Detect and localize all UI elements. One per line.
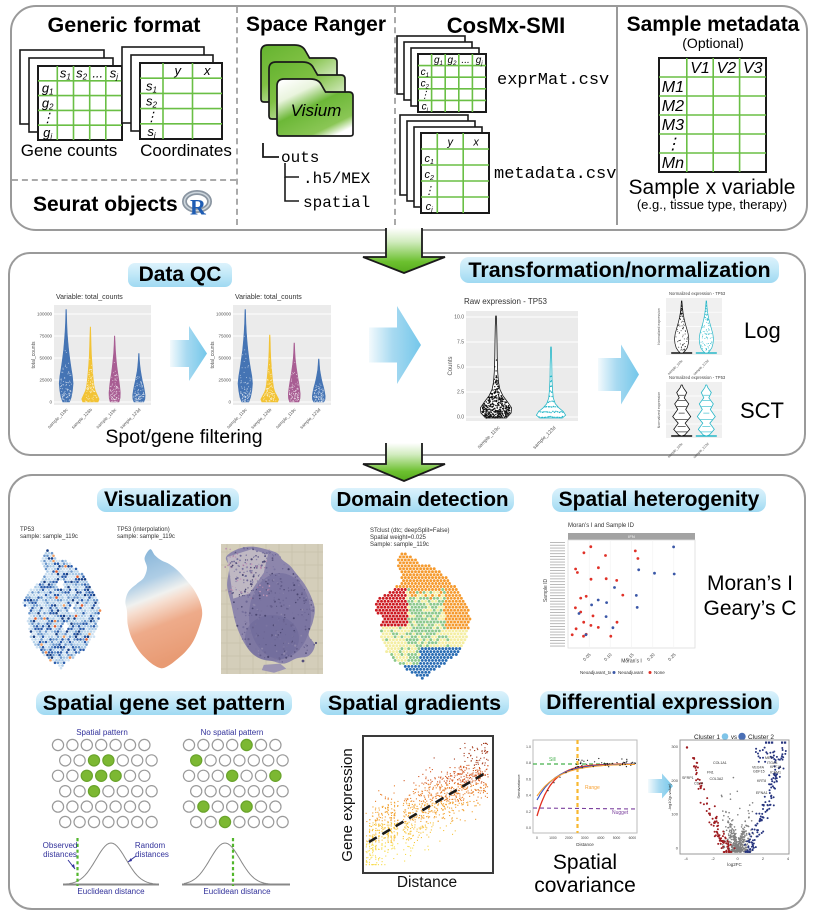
svg-text:Counts: Counts [448,356,454,375]
svg-text:7.5: 7.5 [457,340,464,346]
svg-text:total_counts: total_counts [210,341,216,368]
svg-text:Variable: total_counts: Variable: total_counts [56,294,123,301]
svg-text:2.5: 2.5 [457,390,464,396]
svg-text:total_counts: total_counts [31,341,37,368]
svg-text:c2: c2 [424,169,434,182]
svg-text:75000: 75000 [218,334,231,339]
svg-text:⋮: ⋮ [420,90,430,101]
svg-text:0: 0 [736,856,739,861]
svg-text:M3: M3 [662,117,684,134]
svg-text:x: x [203,63,211,78]
svg-text:...: ... [92,66,103,81]
svg-text:ci: ci [422,102,429,114]
svg-text:100: 100 [671,812,678,817]
svg-text:Visium: Visium [291,101,342,120]
svg-text:⋮: ⋮ [41,110,54,125]
svg-text:s1: s1 [60,66,71,82]
svg-text:V3: V3 [743,60,763,77]
svg-text:-4: -4 [684,856,688,861]
svg-text:0: 0 [49,400,52,405]
svg-text:50000: 50000 [218,356,231,361]
svg-text:-2: -2 [711,856,715,861]
svg-text:y: y [173,63,182,78]
svg-text:s1: s1 [146,78,157,94]
svg-text:200: 200 [671,778,678,783]
svg-text:sj: sj [110,66,119,82]
svg-text:gi: gi [43,125,52,141]
svg-text:y: y [446,136,454,148]
svg-text:V2: V2 [717,60,737,77]
svg-text:V1: V1 [690,60,710,77]
svg-text:-log10(p-value): -log10(p-value) [667,783,672,811]
svg-text:s2: s2 [146,94,158,110]
svg-text:25000: 25000 [218,378,231,383]
svg-text:300: 300 [671,744,678,749]
svg-text:100000: 100000 [37,312,53,317]
svg-text:g1: g1 [42,81,54,97]
svg-text:sj: sj [147,124,156,140]
svg-text:100000: 100000 [216,312,232,317]
svg-text:⋮: ⋮ [665,136,681,153]
svg-text:x: x [472,136,479,148]
svg-text:75000: 75000 [39,334,52,339]
svg-text:5.0: 5.0 [457,365,464,371]
svg-text:R: R [190,195,207,220]
svg-text:0: 0 [228,400,231,405]
svg-text:cj: cj [426,201,434,214]
svg-text:...: ... [461,55,469,66]
svg-text:Raw expression - TP53: Raw expression - TP53 [464,297,548,306]
svg-text:2: 2 [762,856,765,861]
svg-text:c2: c2 [421,78,430,90]
svg-text:10.0: 10.0 [454,315,464,321]
svg-text:Variable: total_counts: Variable: total_counts [235,294,302,301]
svg-text:gj: gj [476,55,484,67]
svg-text:log2FC: log2FC [727,862,742,867]
svg-text:s2: s2 [76,66,88,82]
svg-text:g1: g1 [434,55,443,67]
svg-text:⋮: ⋮ [424,185,435,197]
svg-text:c1: c1 [421,67,429,79]
svg-text:0: 0 [676,845,679,850]
svg-text:0.0: 0.0 [457,415,464,421]
svg-text:M1: M1 [662,79,684,96]
svg-text:Mn: Mn [662,155,684,172]
svg-text:50000: 50000 [39,356,52,361]
svg-text:M2: M2 [662,98,684,115]
svg-text:g2: g2 [448,55,458,67]
svg-text:c1: c1 [424,153,434,166]
svg-text:25000: 25000 [39,378,52,383]
svg-text:4: 4 [787,856,790,861]
svg-text:⋮: ⋮ [145,109,158,124]
